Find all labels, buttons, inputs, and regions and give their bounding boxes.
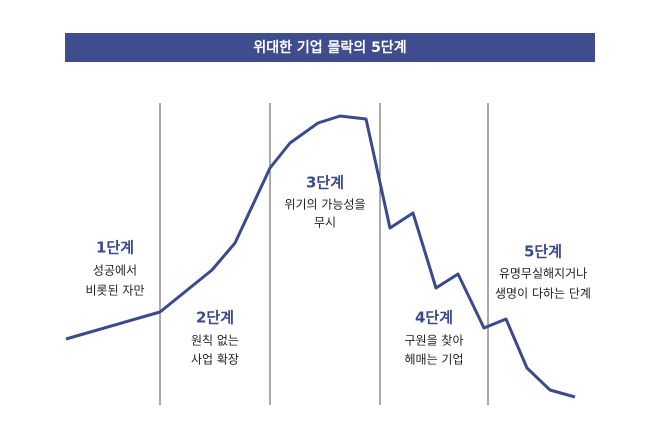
- stage-text: 위기의 가능성을: [284, 198, 365, 212]
- stage-text: 성공에서: [93, 264, 137, 278]
- stage-text: 헤매는 기업: [404, 353, 463, 367]
- stage-text: 원칙 없는: [191, 334, 239, 348]
- stage-label: 4단계: [415, 309, 453, 327]
- stage-text: 무시: [314, 216, 336, 230]
- stage-label: 5단계: [524, 243, 562, 261]
- stage-text: 유명무실해지거나: [499, 267, 587, 281]
- stage-text: 사업 확장: [191, 353, 239, 367]
- stage-label: 1단계: [96, 239, 134, 257]
- stage-label: 2단계: [196, 309, 234, 327]
- stage-label: 3단계: [306, 174, 344, 192]
- title-banner: [65, 33, 595, 62]
- stage-text: 구원을 찾아: [404, 334, 463, 348]
- title: 위대한 기업 몰락의 5단계: [253, 39, 406, 56]
- decline-curve: [65, 114, 576, 399]
- stage-text: 비롯된 자만: [85, 284, 144, 298]
- stage-text: 생명이 다하는 단계: [495, 287, 591, 301]
